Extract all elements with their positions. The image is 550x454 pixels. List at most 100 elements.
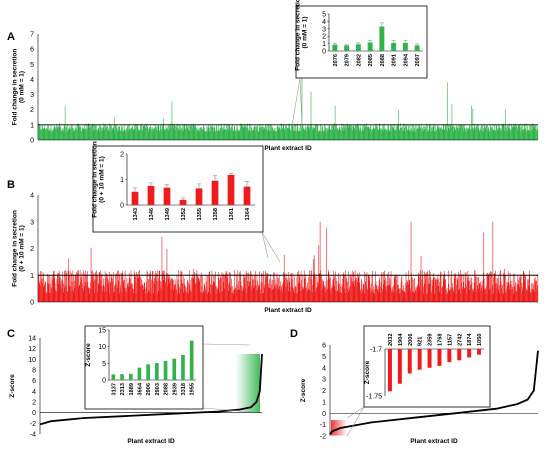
- data-bar: [301, 129, 302, 140]
- data-bar: [336, 127, 338, 140]
- data-bar: [475, 276, 476, 302]
- data-bar: [178, 124, 180, 140]
- data-bar: [492, 129, 493, 140]
- data-bar: [245, 124, 247, 140]
- data-bar: [192, 129, 193, 140]
- data-bar: [533, 123, 534, 140]
- data-bar: [108, 271, 110, 302]
- data-bar: [399, 128, 401, 140]
- data-bar: [220, 124, 222, 140]
- y-tick-label: 0: [30, 300, 34, 307]
- data-bar: [135, 293, 137, 302]
- inset-bar: [163, 361, 168, 380]
- data-bar: [359, 131, 360, 140]
- data-bar: [215, 131, 216, 140]
- data-bar: [300, 290, 301, 302]
- data-bar: [136, 124, 138, 140]
- data-bar: [425, 129, 426, 140]
- data-bar: [213, 281, 214, 302]
- data-bar: [222, 127, 224, 140]
- data-bar: [504, 291, 506, 302]
- data-bar: [228, 291, 229, 302]
- data-bar: [324, 126, 326, 140]
- data-bar: [326, 127, 328, 140]
- data-bar: [68, 126, 70, 140]
- y-axis-title: Z-score: [9, 374, 16, 398]
- data-bar: [372, 290, 374, 302]
- data-bar: [519, 131, 521, 140]
- data-bar: [433, 273, 434, 302]
- data-bar: [323, 280, 325, 302]
- data-bar: [318, 131, 320, 140]
- data-bar: [509, 289, 510, 302]
- data-bar: [112, 281, 114, 302]
- data-bar: [312, 130, 313, 140]
- data-bar: [76, 129, 77, 140]
- inset-y-tick: 1: [120, 177, 124, 184]
- data-bar: [493, 130, 495, 140]
- data-bar: [332, 279, 334, 302]
- data-bar: [208, 274, 210, 302]
- y-tick-label: -2: [320, 434, 326, 441]
- data-bar: [299, 131, 301, 140]
- data-bar: [200, 292, 202, 302]
- data-bar: [90, 126, 91, 140]
- data-bar: [213, 127, 215, 140]
- data-bar: [82, 288, 84, 302]
- data-bar: [494, 130, 496, 140]
- data-bar: [178, 284, 180, 302]
- data-bar: [177, 123, 179, 140]
- data-bar: [440, 127, 442, 140]
- data-bar: [467, 130, 468, 140]
- data-bar: [431, 131, 432, 140]
- data-bar: [536, 131, 537, 140]
- data-bar: [167, 285, 168, 302]
- data-bar: [522, 290, 523, 302]
- data-bar: [216, 286, 217, 302]
- data-bar: [140, 276, 141, 302]
- data-bar: [172, 279, 173, 302]
- data-bar: [212, 127, 214, 140]
- data-bar: [216, 126, 218, 140]
- data-bar: [289, 281, 290, 302]
- data-bar: [303, 129, 305, 140]
- data-bar: [515, 282, 516, 302]
- data-bar: [473, 282, 475, 302]
- data-bar: [428, 283, 430, 302]
- data-bar: [43, 128, 44, 140]
- data-bar: [103, 278, 104, 302]
- inset-y-tick: 5: [102, 361, 106, 368]
- data-bar: [301, 47, 303, 140]
- data-bar: [430, 291, 432, 302]
- data-bar: [521, 129, 523, 140]
- data-bar: [321, 274, 322, 302]
- inset-bar: [189, 340, 194, 380]
- data-bar: [499, 125, 500, 140]
- data-bar: [347, 125, 348, 140]
- data-bar: [530, 293, 531, 302]
- data-bar: [461, 282, 462, 302]
- data-bar: [183, 276, 185, 302]
- panel-label-b: B: [7, 179, 15, 191]
- data-bar: [305, 288, 307, 302]
- data-bar: [370, 283, 372, 302]
- data-bar: [153, 277, 155, 302]
- data-bar: [367, 127, 368, 140]
- data-bar: [346, 128, 347, 140]
- data-bar: [285, 126, 287, 140]
- data-bar: [372, 271, 373, 302]
- data-bar: [74, 288, 75, 302]
- data-bar: [62, 271, 63, 302]
- data-bar: [406, 285, 407, 302]
- data-bar: [242, 290, 243, 302]
- data-bar: [378, 285, 380, 302]
- inset-x-tick-label: 1361: [229, 208, 235, 220]
- data-bar: [309, 270, 310, 302]
- data-bar: [54, 127, 56, 140]
- data-bar: [286, 277, 288, 302]
- data-bar: [241, 123, 242, 140]
- data-bar: [521, 293, 522, 302]
- data-bar: [199, 292, 201, 302]
- data-bar: [341, 123, 342, 140]
- inset-x-tick-label: 2094: [403, 53, 409, 66]
